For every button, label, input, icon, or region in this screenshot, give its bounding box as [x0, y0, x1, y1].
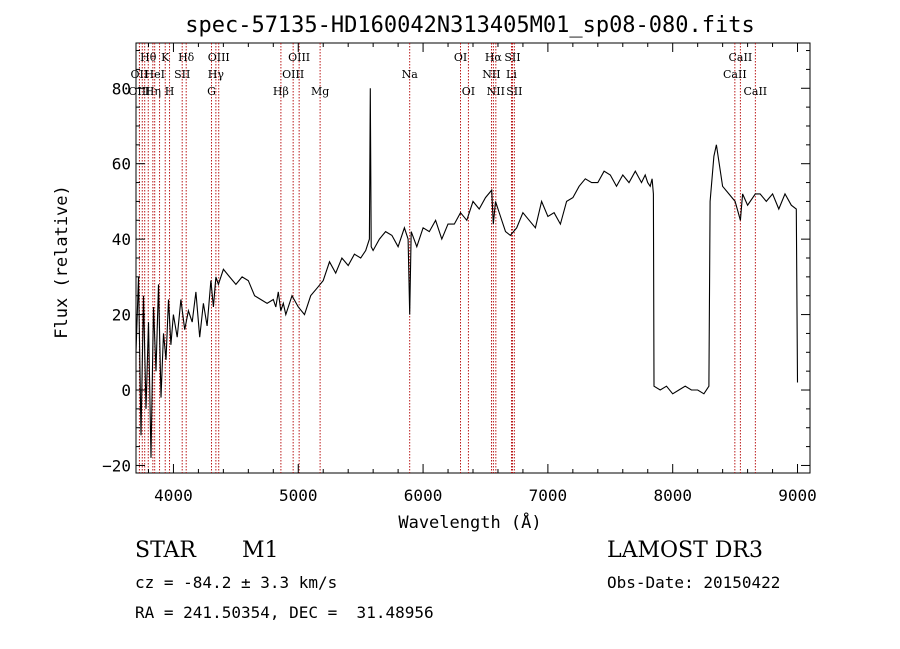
redshift-value: cz = -84.2 ± 3.3 km/s [135, 573, 338, 592]
y-tick-label: 60 [112, 155, 131, 174]
chart-title: spec-57135-HD160042N313405M01_sp08-080.f… [185, 13, 755, 38]
line-label: NII [482, 68, 500, 81]
x-tick-label: 6000 [404, 486, 443, 505]
x-tick-label: 9000 [778, 486, 817, 505]
line-label: NII [487, 85, 505, 98]
line-label: H [165, 85, 175, 98]
line-label: Hθ [140, 51, 157, 64]
line-label: K [161, 51, 170, 64]
y-tick-label: 20 [112, 306, 131, 325]
line-label: G [207, 85, 216, 98]
line-label: OIII [288, 51, 310, 64]
y-tick-label: 0 [121, 381, 131, 400]
line-label: SII [506, 85, 522, 98]
line-label: OI [454, 51, 467, 64]
line-label: Hβ [273, 85, 289, 98]
y-tick-label: 40 [112, 230, 131, 249]
spectral-line-markers [138, 43, 756, 473]
line-label: OIII [208, 51, 230, 64]
line-label: SII [504, 51, 520, 64]
line-label: OI [462, 85, 475, 98]
line-label: Hδ [178, 51, 195, 64]
survey-name: LAMOST DR3 [607, 538, 763, 563]
object-class: STAR [135, 538, 196, 563]
line-label: CaII [743, 85, 767, 98]
line-label: Hγ [208, 68, 225, 81]
line-label: Na [402, 68, 419, 81]
line-label: SII [174, 68, 190, 81]
line-label: Hη [145, 85, 161, 98]
x-tick-label: 7000 [529, 486, 568, 505]
plot-frame [135, 42, 811, 474]
line-label: Li [506, 68, 517, 81]
x-tick-label: 4000 [154, 486, 193, 505]
y-axis-title: Flux (relative) [52, 185, 72, 339]
line-label: OII [131, 68, 149, 81]
line-label: HeI [144, 68, 164, 81]
y-tick-label: 80 [112, 79, 131, 98]
line-label: CaII [723, 68, 747, 81]
x-tick-label: 5000 [279, 486, 318, 505]
coordinates: RA = 241.50354, DEC = 31.48956 [135, 603, 434, 622]
x-axis-title: Wavelength (Å) [398, 511, 541, 533]
line-label: CaII [729, 51, 753, 64]
spectrum-line [135, 88, 799, 458]
object-subclass: M1 [242, 538, 279, 563]
line-label: Mg [311, 85, 329, 98]
y-tick-label: −20 [102, 456, 131, 475]
y-axis: −20 0 20 40 60 80 [102, 50, 810, 475]
x-axis: 4000 5000 6000 7000 8000 9000 [147, 43, 817, 505]
line-label: Hα [485, 51, 503, 64]
x-tick-label: 8000 [653, 486, 692, 505]
line-label: OIII [282, 68, 304, 81]
observation-date: Obs-Date: 20150422 [607, 573, 781, 592]
